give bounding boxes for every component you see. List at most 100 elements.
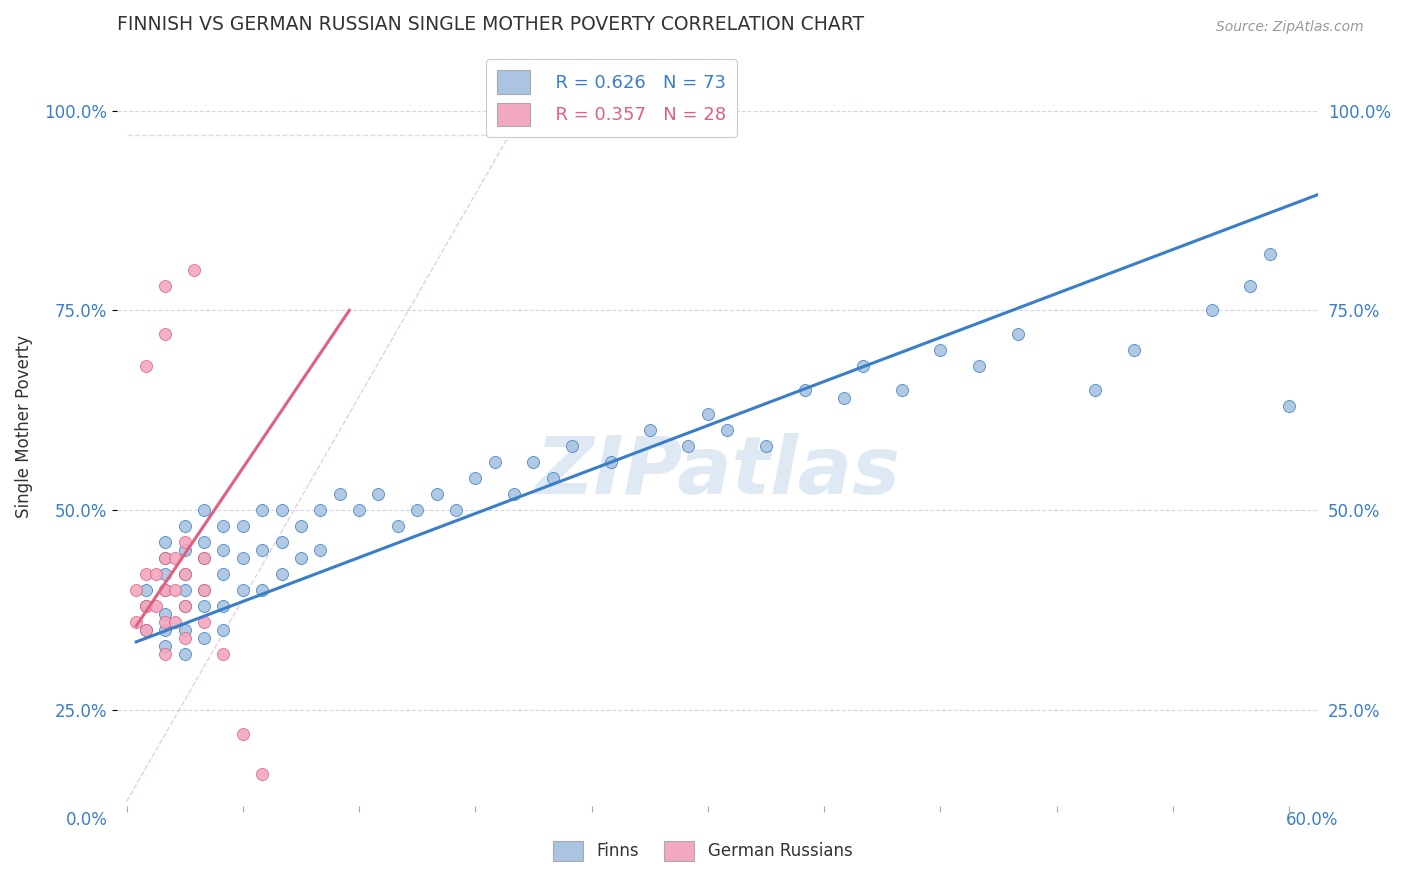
Point	[193, 631, 215, 645]
Point	[155, 535, 177, 549]
Point	[135, 623, 157, 637]
Point	[212, 566, 235, 581]
Point	[135, 623, 157, 637]
Point	[638, 423, 661, 437]
Point	[193, 599, 215, 613]
Point	[173, 599, 195, 613]
Point	[755, 439, 778, 453]
Point	[484, 455, 506, 469]
Point	[696, 407, 718, 421]
Point	[1084, 383, 1107, 397]
Point	[155, 582, 177, 597]
Point	[155, 279, 177, 293]
Point	[232, 582, 254, 597]
Point	[173, 631, 195, 645]
Point	[1123, 343, 1146, 358]
Point	[270, 566, 292, 581]
Point	[541, 471, 564, 485]
Point	[212, 647, 235, 661]
Point	[173, 566, 195, 581]
Point	[678, 439, 700, 453]
Text: 60.0%: 60.0%	[1285, 811, 1339, 829]
Point	[1201, 303, 1223, 318]
Point	[155, 647, 177, 661]
Point	[600, 455, 623, 469]
Point	[212, 599, 235, 613]
Point	[155, 607, 177, 621]
Point	[387, 519, 409, 533]
Point	[125, 615, 148, 629]
Point	[173, 543, 195, 558]
Point	[155, 615, 177, 629]
Point	[173, 535, 195, 549]
Point	[193, 582, 215, 597]
Point	[967, 359, 990, 374]
Point	[309, 503, 332, 517]
Text: 0.0%: 0.0%	[66, 811, 108, 829]
Point	[250, 543, 273, 558]
Point	[464, 471, 486, 485]
Text: FINNISH VS GERMAN RUSSIAN SINGLE MOTHER POVERTY CORRELATION CHART: FINNISH VS GERMAN RUSSIAN SINGLE MOTHER …	[117, 15, 863, 34]
Point	[173, 519, 195, 533]
Point	[890, 383, 912, 397]
Point	[135, 599, 157, 613]
Point	[173, 623, 195, 637]
Point	[155, 566, 177, 581]
Point	[503, 487, 526, 501]
Point	[367, 487, 389, 501]
Point	[270, 503, 292, 517]
Point	[250, 766, 273, 780]
Point	[406, 503, 429, 517]
Point	[270, 535, 292, 549]
Point	[1278, 399, 1301, 413]
Point	[1258, 247, 1281, 261]
Point	[173, 582, 195, 597]
Point	[212, 519, 235, 533]
Point	[135, 599, 157, 613]
Point	[561, 439, 583, 453]
Point	[793, 383, 815, 397]
Y-axis label: Single Mother Poverty: Single Mother Poverty	[15, 334, 32, 517]
Point	[145, 599, 167, 613]
Point	[163, 582, 186, 597]
Point	[347, 503, 370, 517]
Point	[155, 551, 177, 566]
Point	[173, 566, 195, 581]
Point	[173, 599, 195, 613]
Point	[163, 615, 186, 629]
Text: Source: ZipAtlas.com: Source: ZipAtlas.com	[1216, 21, 1364, 34]
Point	[193, 551, 215, 566]
Text: ZIPatlas: ZIPatlas	[536, 433, 900, 511]
Point	[232, 551, 254, 566]
Point	[290, 551, 312, 566]
Legend: Finns, German Russians: Finns, German Russians	[547, 834, 859, 868]
Point	[163, 551, 186, 566]
Point	[426, 487, 449, 501]
Point	[290, 519, 312, 533]
Point	[155, 327, 177, 342]
Point	[250, 582, 273, 597]
Point	[193, 582, 215, 597]
Point	[155, 582, 177, 597]
Point	[173, 647, 195, 661]
Point	[522, 455, 544, 469]
Point	[135, 582, 157, 597]
Point	[212, 623, 235, 637]
Point	[309, 543, 332, 558]
Point	[716, 423, 738, 437]
Point	[155, 623, 177, 637]
Point	[832, 391, 855, 405]
Point	[212, 543, 235, 558]
Legend:   R = 0.626   N = 73,   R = 0.357   N = 28: R = 0.626 N = 73, R = 0.357 N = 28	[486, 60, 737, 136]
Point	[155, 639, 177, 653]
Point	[193, 551, 215, 566]
Point	[1239, 279, 1261, 293]
Point	[145, 566, 167, 581]
Point	[183, 263, 205, 277]
Point	[1007, 327, 1029, 342]
Point	[155, 551, 177, 566]
Point	[250, 503, 273, 517]
Point	[232, 727, 254, 741]
Point	[193, 535, 215, 549]
Point	[135, 359, 157, 374]
